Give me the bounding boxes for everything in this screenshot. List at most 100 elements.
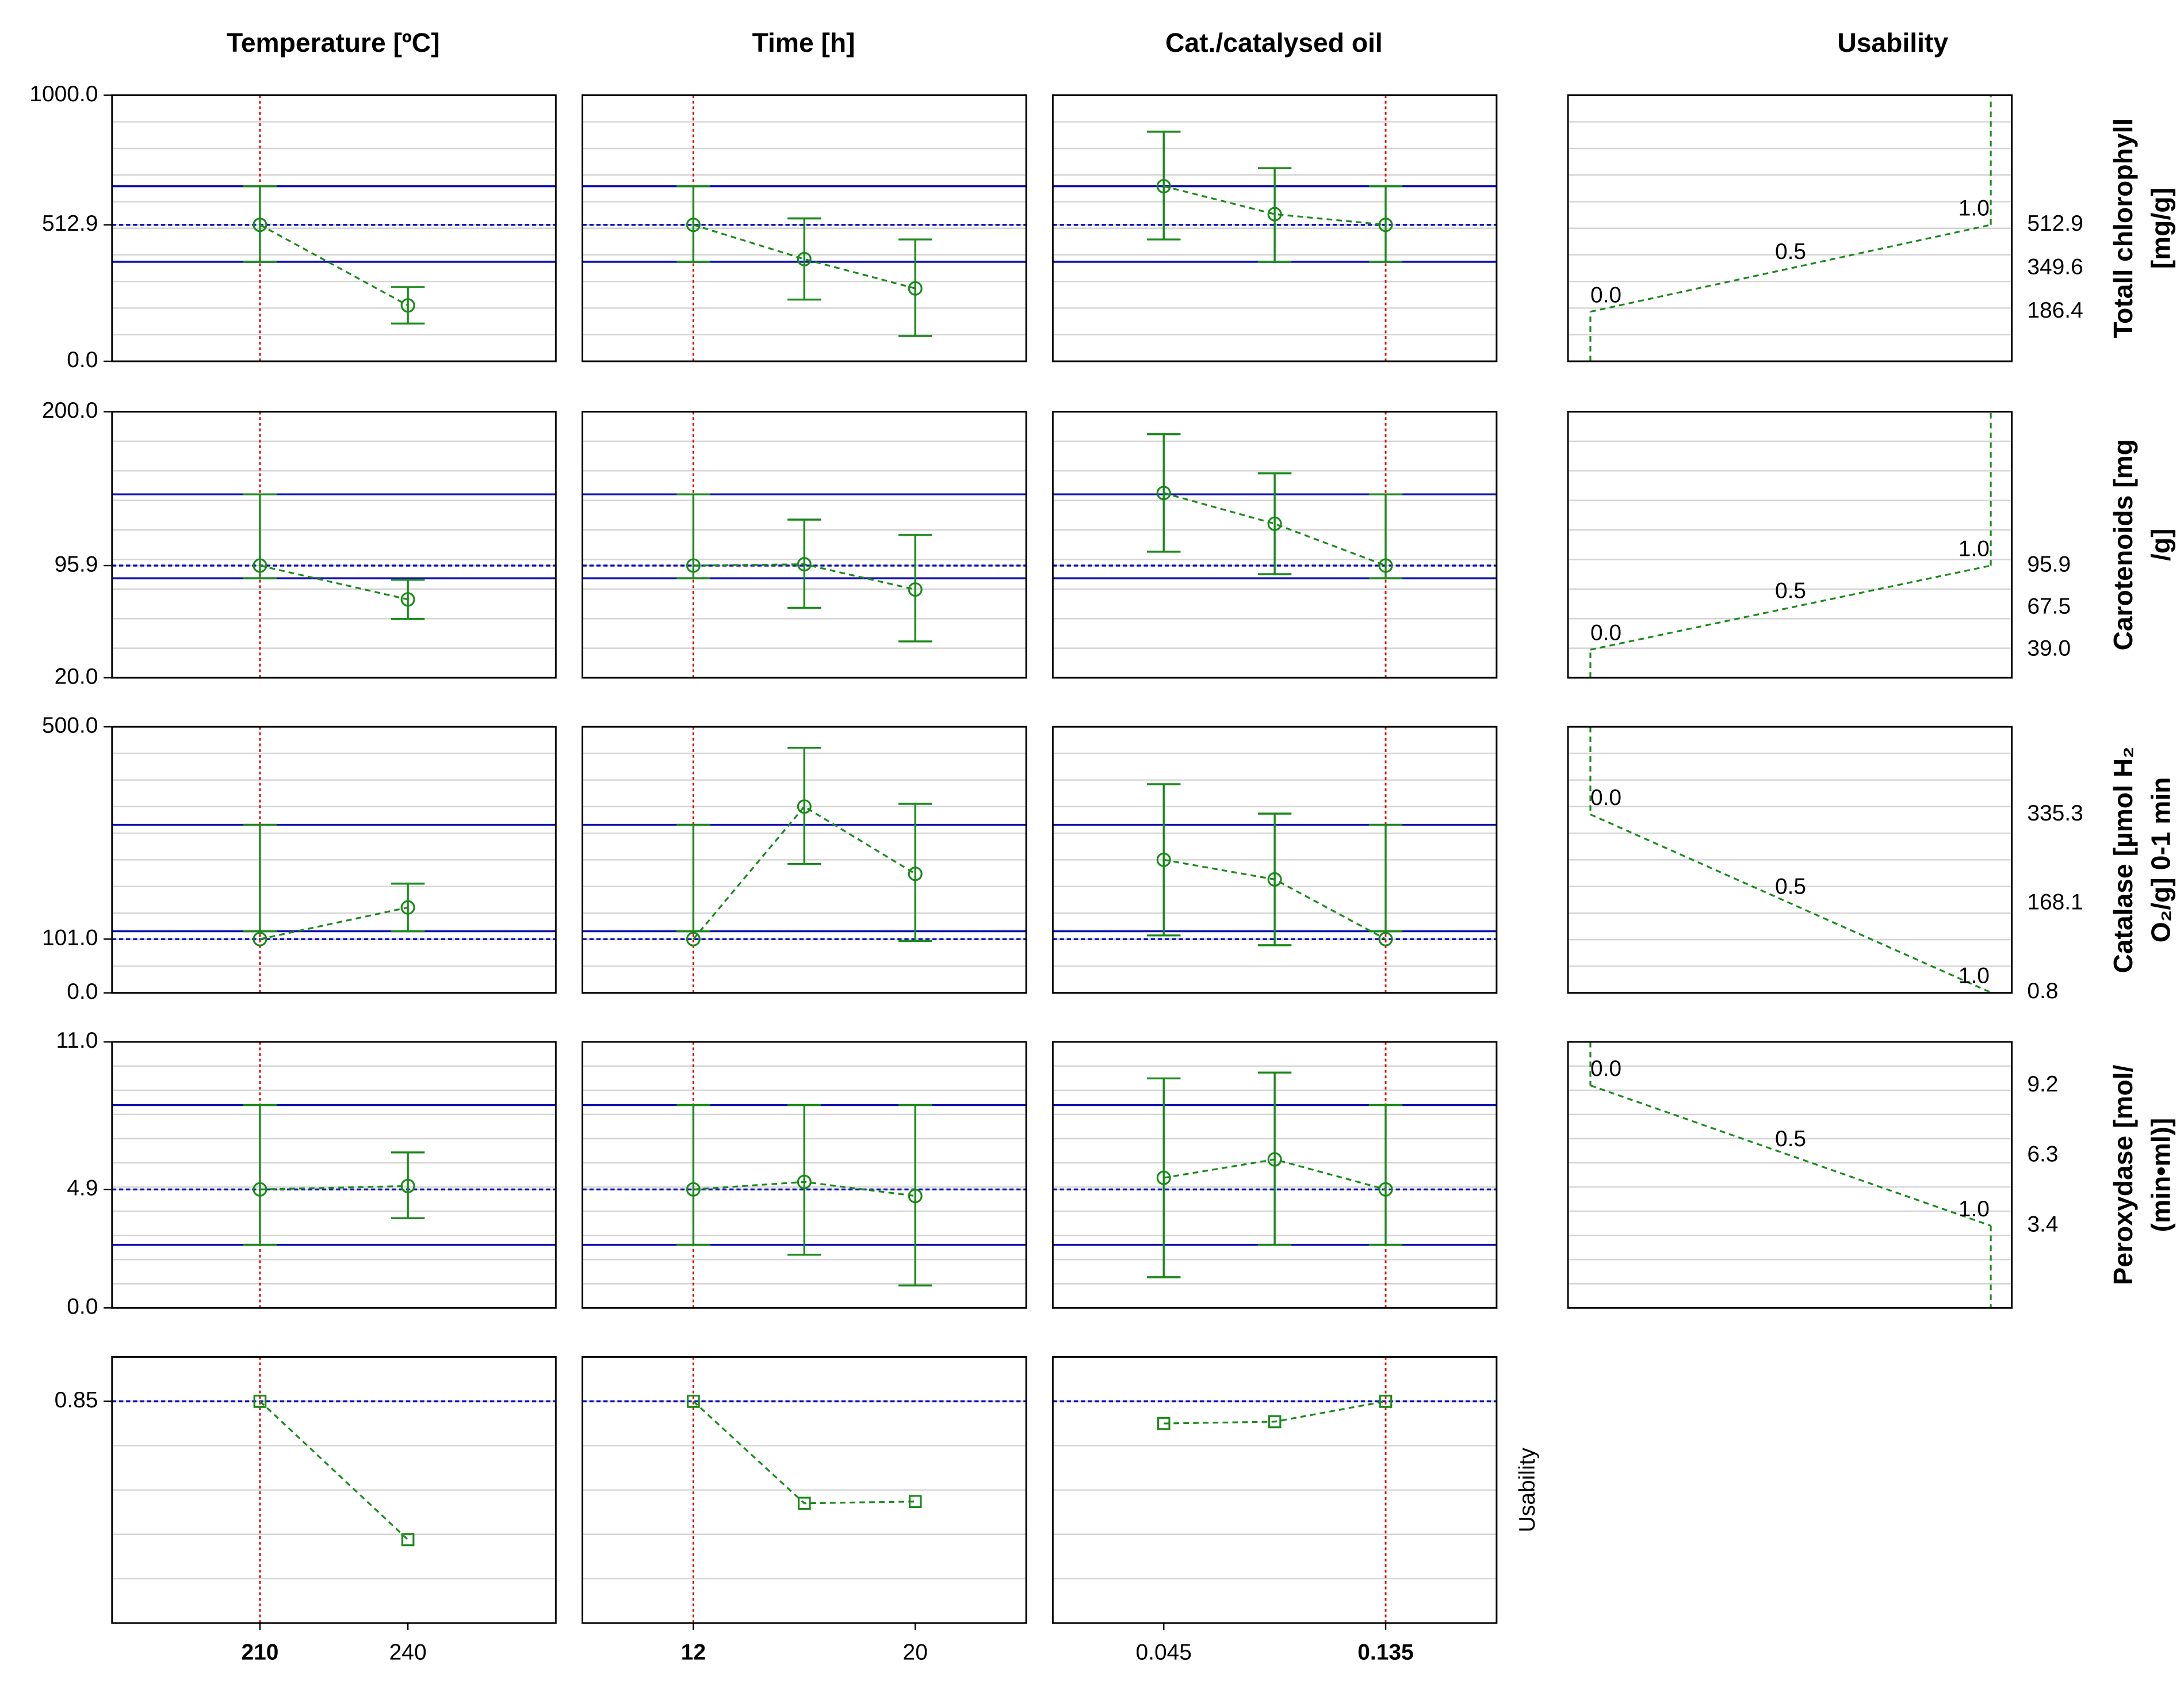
panel-border	[582, 411, 1027, 679]
point	[908, 281, 923, 296]
x-tick-label: 0.135	[1357, 1640, 1413, 1665]
x-tick-label: 240	[389, 1640, 427, 1665]
desirability-panel	[1568, 1041, 2012, 1308]
column-title: Cat./catalysed oil	[1165, 28, 1383, 58]
point	[1378, 217, 1393, 232]
x-tick-label: 0.045	[1136, 1640, 1192, 1665]
point	[1156, 1170, 1171, 1185]
row-title: Usability	[1515, 1448, 1540, 1533]
y-tick-label: 101.0	[42, 926, 98, 950]
row-title: O₂/g] 0-1 min	[2146, 777, 2176, 943]
point	[400, 592, 415, 607]
point	[686, 1182, 701, 1197]
point	[1267, 207, 1282, 222]
point	[1378, 932, 1393, 946]
point	[253, 217, 267, 232]
point	[1379, 1395, 1393, 1408]
desirability-line	[1590, 1085, 1991, 1227]
y-tick-label: 20.0	[55, 664, 98, 689]
profile-line	[259, 1400, 409, 1541]
desirability-tick-label: 6.3	[2027, 1142, 2058, 1167]
desirability-tick-label: 9.2	[2027, 1072, 2058, 1097]
point	[400, 1178, 415, 1193]
desirability-level-label: 0.0	[1590, 1056, 1621, 1081]
panel-border	[1051, 1356, 1498, 1624]
point	[253, 932, 267, 946]
point	[1378, 558, 1393, 573]
desirability-tick-label: 349.6	[2027, 255, 2083, 280]
panel	[112, 411, 556, 678]
column-title: Usability	[1837, 28, 1948, 58]
point	[401, 1533, 415, 1547]
panel-border	[1051, 411, 1498, 679]
point	[400, 900, 415, 915]
row-title: [mg/g]	[2146, 188, 2176, 269]
y-tick-label: 4.9	[67, 1176, 98, 1201]
profile-line	[259, 224, 408, 307]
point	[797, 251, 812, 266]
desirability-tick-label: 186.4	[2027, 298, 2083, 323]
point	[908, 866, 923, 881]
point	[686, 932, 701, 946]
point	[253, 1182, 267, 1197]
y-tick-label: 95.9	[55, 552, 98, 577]
column-title: Temperature [ºC]	[227, 28, 440, 58]
desirability-level-label: 0.5	[1775, 1127, 1806, 1151]
point	[908, 1495, 922, 1509]
y-tick-label: 512.9	[42, 211, 98, 236]
y-tick-label: 0.0	[67, 348, 98, 372]
row-title: Carotenoids [mg	[2108, 439, 2138, 650]
desirability-tick-label: 168.1	[2027, 890, 2083, 914]
y-tick-label: 1000.0	[29, 82, 98, 106]
desirability-level-label: 1.0	[1959, 963, 1990, 988]
point	[908, 582, 923, 597]
desirability-level-label: 0.5	[1775, 239, 1806, 264]
row-title: Totall chlorophyll	[2108, 119, 2138, 338]
row-title: Peroxydase [mol/	[2108, 1064, 2138, 1285]
desirability-tick-label: 3.4	[2027, 1212, 2058, 1237]
panel-border	[1567, 411, 2013, 679]
x-tick-label: 210	[241, 1640, 278, 1665]
point	[1267, 1152, 1282, 1167]
point	[797, 799, 812, 814]
panel-border	[1051, 726, 1498, 994]
profile-line	[693, 1400, 916, 1505]
desirability-level-label: 1.0	[1959, 537, 1990, 562]
panel-border	[111, 726, 557, 994]
panel-border	[582, 1356, 1027, 1624]
point	[253, 558, 267, 573]
point	[1156, 852, 1171, 867]
column-title: Time [h]	[752, 28, 855, 58]
y-tick-label: 500.0	[42, 713, 98, 738]
point	[400, 298, 415, 313]
desirability-line	[1590, 814, 1991, 994]
panel-border	[1567, 726, 2013, 994]
desirability-level-label: 0.0	[1590, 282, 1621, 307]
point	[687, 1395, 700, 1408]
point	[1156, 486, 1171, 501]
desirability-tick-label: 67.5	[2027, 594, 2071, 619]
point	[797, 557, 812, 572]
point	[1378, 1182, 1393, 1197]
point	[686, 558, 701, 573]
panel-border	[111, 411, 557, 679]
profile-line	[1164, 1400, 1386, 1425]
panel-border	[111, 94, 557, 362]
desirability-tick-label: 95.9	[2027, 552, 2071, 577]
panel-border	[111, 1356, 557, 1624]
y-tick-label: 11.0	[56, 1028, 98, 1053]
point	[1157, 1417, 1171, 1430]
point	[1267, 516, 1282, 531]
desirability-tick-label: 335.3	[2027, 801, 2083, 826]
profile-line	[1163, 185, 1386, 226]
panel-border	[1567, 1041, 2013, 1309]
desirability-tick-label: 512.9	[2027, 211, 2083, 236]
profile-line	[259, 1185, 408, 1190]
point	[1156, 179, 1171, 194]
panel-border	[582, 94, 1027, 362]
desirability-level-label: 1.0	[1959, 196, 1990, 220]
desirability-level-label: 1.0	[1959, 1197, 1990, 1221]
desirability-tick-label: 0.8	[2027, 979, 2058, 1003]
